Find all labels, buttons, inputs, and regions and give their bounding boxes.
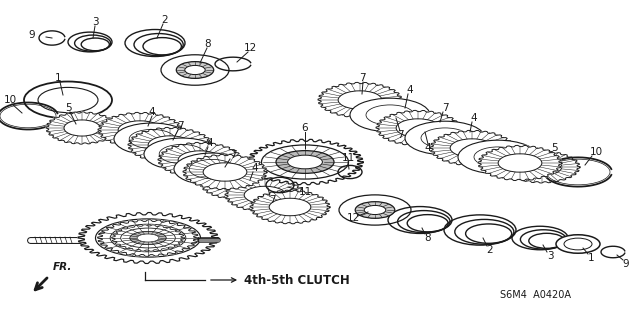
Polygon shape [225, 178, 305, 212]
Ellipse shape [287, 155, 323, 169]
Ellipse shape [276, 151, 334, 173]
Text: 4th-5th CLUTCH: 4th-5th CLUTCH [244, 273, 349, 286]
Polygon shape [318, 82, 402, 118]
Ellipse shape [123, 229, 173, 247]
Ellipse shape [161, 55, 229, 85]
Ellipse shape [366, 105, 414, 125]
Ellipse shape [176, 62, 214, 78]
Ellipse shape [130, 231, 166, 245]
Ellipse shape [339, 195, 411, 225]
Text: 11: 11 [341, 153, 355, 163]
Ellipse shape [114, 123, 190, 155]
Ellipse shape [474, 147, 522, 167]
Ellipse shape [189, 160, 235, 179]
Text: 4: 4 [425, 143, 431, 153]
Ellipse shape [203, 163, 247, 181]
Text: 3: 3 [547, 251, 554, 261]
Text: 8: 8 [205, 39, 211, 49]
Text: 6: 6 [301, 123, 308, 133]
Text: 7: 7 [442, 103, 448, 113]
Text: 10: 10 [3, 95, 17, 105]
Ellipse shape [498, 154, 542, 172]
Ellipse shape [95, 219, 200, 257]
Text: 5: 5 [65, 103, 71, 113]
Ellipse shape [137, 234, 159, 242]
Text: 1: 1 [588, 253, 595, 263]
Text: 7: 7 [177, 121, 183, 131]
Text: 5: 5 [550, 143, 557, 153]
Text: 7: 7 [230, 150, 236, 160]
Polygon shape [430, 130, 514, 166]
Ellipse shape [219, 174, 261, 192]
Ellipse shape [113, 225, 183, 251]
Text: 1: 1 [54, 73, 61, 83]
Ellipse shape [396, 119, 440, 137]
Polygon shape [128, 127, 212, 163]
Ellipse shape [421, 128, 469, 148]
Polygon shape [158, 142, 242, 178]
Polygon shape [46, 112, 118, 144]
Ellipse shape [262, 145, 349, 179]
Text: 4: 4 [148, 107, 156, 117]
Ellipse shape [338, 91, 382, 109]
Text: 3: 3 [92, 17, 99, 27]
Text: 10: 10 [589, 147, 603, 157]
Text: 4: 4 [252, 163, 259, 173]
Text: FR.: FR. [53, 262, 72, 272]
Text: 9: 9 [623, 259, 629, 269]
Text: 7: 7 [358, 73, 365, 83]
Text: 12: 12 [346, 213, 360, 223]
Polygon shape [97, 220, 198, 256]
Ellipse shape [38, 87, 98, 113]
Polygon shape [478, 145, 562, 181]
Ellipse shape [178, 151, 222, 169]
Text: 2: 2 [486, 245, 493, 255]
Text: 12: 12 [243, 43, 257, 53]
Polygon shape [98, 112, 182, 148]
Text: S6M4  A0420A: S6M4 A0420A [499, 290, 570, 300]
Ellipse shape [364, 205, 386, 215]
Text: 2: 2 [162, 15, 168, 25]
Ellipse shape [64, 120, 100, 136]
Text: 7: 7 [397, 130, 403, 140]
Ellipse shape [450, 139, 494, 157]
Polygon shape [376, 110, 460, 145]
Polygon shape [111, 225, 184, 251]
Text: 7: 7 [269, 195, 275, 205]
Polygon shape [200, 166, 280, 200]
Polygon shape [250, 190, 330, 224]
Ellipse shape [118, 121, 162, 139]
Text: 9: 9 [29, 30, 35, 40]
Ellipse shape [127, 230, 169, 246]
Ellipse shape [121, 228, 175, 248]
Ellipse shape [244, 186, 286, 204]
Polygon shape [78, 212, 218, 263]
Ellipse shape [556, 235, 600, 253]
Ellipse shape [350, 98, 430, 132]
Ellipse shape [24, 82, 112, 118]
Text: 4: 4 [470, 113, 477, 123]
Ellipse shape [159, 145, 205, 164]
Text: 11: 11 [298, 187, 312, 197]
Polygon shape [183, 154, 267, 189]
Polygon shape [504, 151, 580, 183]
Ellipse shape [174, 153, 250, 185]
Ellipse shape [355, 202, 395, 218]
Ellipse shape [564, 238, 592, 250]
Text: 4: 4 [207, 138, 213, 148]
Text: 8: 8 [425, 233, 431, 243]
Ellipse shape [405, 121, 485, 155]
Ellipse shape [148, 136, 192, 154]
Ellipse shape [129, 130, 175, 149]
Ellipse shape [269, 198, 311, 216]
Ellipse shape [185, 65, 205, 75]
Ellipse shape [522, 159, 562, 175]
Ellipse shape [458, 140, 538, 174]
Text: 4: 4 [406, 85, 413, 95]
Ellipse shape [133, 233, 163, 243]
Ellipse shape [110, 224, 186, 252]
Ellipse shape [144, 138, 220, 170]
Polygon shape [247, 139, 363, 185]
